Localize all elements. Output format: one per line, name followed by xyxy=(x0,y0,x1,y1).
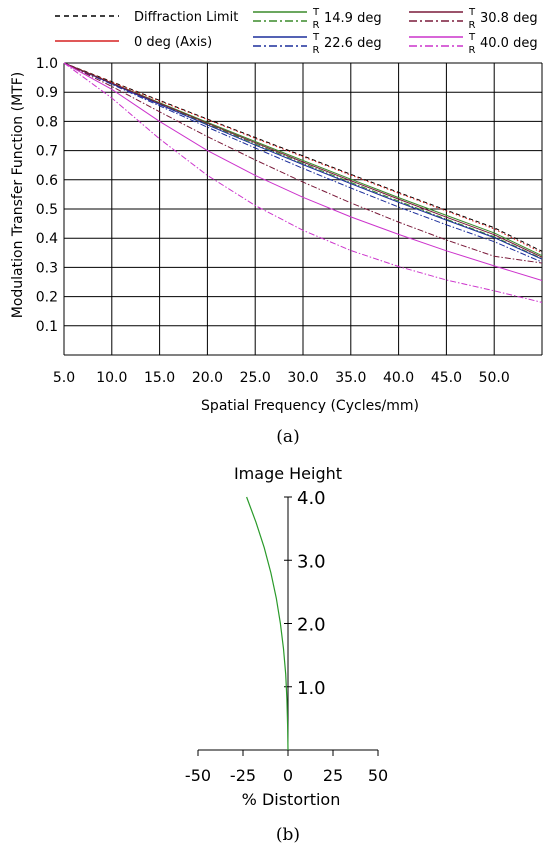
mtf-series-line-9 xyxy=(63,62,543,303)
mtf-series-line-4 xyxy=(63,62,543,260)
mtf-x-tick-label: 40.0 xyxy=(383,370,414,386)
mtf-series-line-6 xyxy=(63,62,543,258)
mtf-series xyxy=(63,62,543,303)
legend-label: 40.0 deg xyxy=(480,36,538,51)
panel-label-b: (b) xyxy=(276,825,300,845)
distortion-x-tick-label: 50 xyxy=(368,766,388,785)
legend-label: 14.9 deg xyxy=(324,11,382,26)
distortion-x-tick-label: -50 xyxy=(185,766,211,785)
distortion-y-tick-label: 1.0 xyxy=(297,678,326,699)
mtf-y-tick-label: 0.8 xyxy=(36,114,58,130)
distortion-title: Image Height xyxy=(234,464,342,483)
distortion-series xyxy=(246,496,289,751)
mtf-series-line-3 xyxy=(63,62,543,260)
mtf-x-tick-label: 25.0 xyxy=(240,370,271,386)
mtf-x-tick-label: 10.0 xyxy=(96,370,127,386)
distortion-x-tick-label: 25 xyxy=(323,766,343,785)
mtf-series-line-7 xyxy=(63,62,543,264)
legend-label: Diffraction Limit xyxy=(134,10,238,25)
legend-entry-4: TR 30.8 deg xyxy=(409,7,538,31)
distortion-x-tick-label: -25 xyxy=(230,766,256,785)
legend-r-label: R xyxy=(469,45,476,56)
legend-entry-1: 0 deg (Axis) xyxy=(55,35,212,50)
mtf-x-tick-label: 30.0 xyxy=(287,370,318,386)
mtf-x-axis-label: Spatial Frequency (Cycles/mm) xyxy=(201,398,419,414)
mtf-x-tick-label: 35.0 xyxy=(335,370,366,386)
mtf-y-tick-label: 0.5 xyxy=(36,202,58,218)
legend-r-label: R xyxy=(313,45,320,56)
distortion-x-axis-label: % Distortion xyxy=(242,790,341,809)
mtf-series-line-5 xyxy=(63,62,543,263)
mtf-y-tick-label: 1.0 xyxy=(36,56,58,72)
distortion-axes xyxy=(197,496,379,756)
legend-r-label: R xyxy=(313,20,320,31)
legend-label: 0 deg (Axis) xyxy=(134,35,212,50)
legend-label: 30.8 deg xyxy=(480,11,538,26)
mtf-y-tick-label: 0.7 xyxy=(36,144,58,160)
legend-label: 22.6 deg xyxy=(324,36,382,51)
legend-entry-2: TR 14.9 deg xyxy=(253,7,382,31)
distortion-y-tick-label: 4.0 xyxy=(297,488,326,509)
mtf-tick-labels: 5.0 10.0 15.0 20.0 25.0 30.0 35.0 40.0 45.0 50.0 1… xyxy=(36,56,510,386)
legend-t-label: T xyxy=(312,32,320,43)
mtf-y-tick-label: 0.3 xyxy=(36,260,58,276)
legend-t-label: T xyxy=(468,7,476,18)
distortion-tick-labels: -50 -25 0 25 50 4.0 3.0 2.0 1.0 xyxy=(185,488,388,785)
legend-t-label: T xyxy=(312,7,320,18)
mtf-x-tick-label: 45.0 xyxy=(431,370,462,386)
legend-t-label: T xyxy=(468,32,476,43)
distortion-y-tick-label: 2.0 xyxy=(297,615,326,636)
mtf-y-tick-label: 0.1 xyxy=(36,319,58,335)
mtf-y-tick-label: 0.4 xyxy=(36,231,58,247)
mtf-grid xyxy=(63,62,543,356)
mtf-series-line-1 xyxy=(63,62,543,254)
mtf-y-axis-label: Modulation Transfer Function (MTF) xyxy=(10,72,26,319)
distortion-curve-0 xyxy=(246,496,289,751)
mtf-series-line-8 xyxy=(63,62,543,281)
distortion-y-tick-label: 3.0 xyxy=(297,551,326,572)
legend-entry-3: TR 22.6 deg xyxy=(253,32,382,56)
mtf-y-tick-label: 0.9 xyxy=(36,85,58,101)
legend-entry-0: Diffraction Limit xyxy=(55,10,238,25)
legend-r-label: R xyxy=(469,20,476,31)
legend-entry-5: TR 40.0 deg xyxy=(409,32,538,56)
mtf-x-tick-label: 20.0 xyxy=(192,370,223,386)
mtf-x-tick-label: 5.0 xyxy=(53,370,75,386)
mtf-x-tick-label: 50.0 xyxy=(479,370,510,386)
mtf-series-line-0 xyxy=(63,62,543,252)
panel-label-a: (a) xyxy=(276,427,299,447)
mtf-y-tick-label: 0.6 xyxy=(36,173,58,189)
mtf-y-tick-label: 0.2 xyxy=(36,290,58,306)
mtf-x-tick-label: 15.0 xyxy=(144,370,175,386)
distortion-x-tick-label: 0 xyxy=(283,766,293,785)
